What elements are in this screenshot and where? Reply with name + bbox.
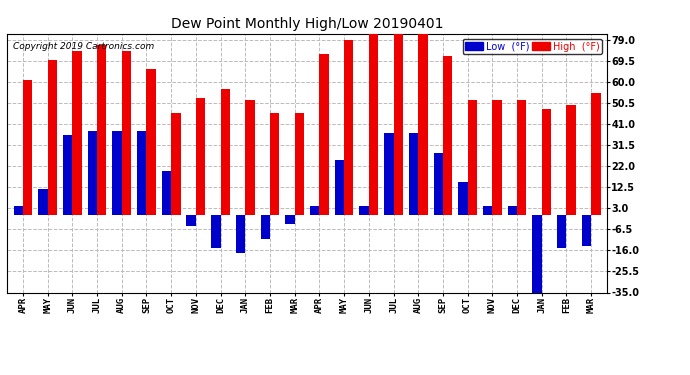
Legend: Low  (°F), High  (°F): Low (°F), High (°F) [462,39,602,54]
Bar [112,131,121,215]
Bar [221,89,230,215]
Bar [211,215,221,248]
Bar [171,113,181,215]
Bar [335,160,344,215]
Bar [458,182,468,215]
Bar [483,206,493,215]
Bar [369,34,378,215]
Bar [88,131,97,215]
Bar [261,215,270,239]
Text: Copyright 2019 Cartronics.com: Copyright 2019 Cartronics.com [13,42,154,51]
Bar [97,45,106,215]
Bar [137,131,146,215]
Title: Dew Point Monthly High/Low 20190401: Dew Point Monthly High/Low 20190401 [171,17,443,31]
Bar [319,54,329,215]
Bar [14,206,23,215]
Bar [591,93,600,215]
Bar [295,113,304,215]
Bar [245,100,255,215]
Bar [38,189,48,215]
Bar [384,133,393,215]
Bar [63,135,72,215]
Bar [146,69,156,215]
Bar [533,215,542,292]
Bar [196,98,205,215]
Bar [393,34,403,215]
Bar [582,215,591,246]
Bar [566,105,576,215]
Bar [493,100,502,215]
Bar [418,34,428,215]
Bar [433,153,443,215]
Bar [186,215,196,226]
Bar [72,51,81,215]
Bar [557,215,566,248]
Bar [161,171,171,215]
Bar [468,100,477,215]
Bar [23,80,32,215]
Bar [359,206,369,215]
Bar [270,113,279,215]
Bar [48,60,57,215]
Bar [344,40,353,215]
Bar [409,133,418,215]
Bar [542,109,551,215]
Bar [121,51,131,215]
Bar [236,215,245,253]
Bar [508,206,517,215]
Bar [285,215,295,224]
Bar [310,206,319,215]
Bar [517,100,526,215]
Bar [443,56,453,215]
